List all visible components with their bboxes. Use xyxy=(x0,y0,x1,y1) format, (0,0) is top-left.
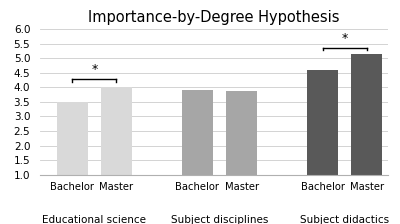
Text: Subject disciplines: Subject disciplines xyxy=(171,215,268,224)
Bar xyxy=(226,91,257,175)
Bar xyxy=(57,102,88,175)
Bar xyxy=(307,70,338,175)
Text: *: * xyxy=(342,32,348,45)
Text: *: * xyxy=(91,63,98,76)
Title: Importance-by-Degree Hypothesis: Importance-by-Degree Hypothesis xyxy=(88,10,340,25)
Bar xyxy=(182,90,213,175)
Text: Subject didactics: Subject didactics xyxy=(300,215,389,224)
Bar xyxy=(352,54,382,175)
Bar xyxy=(101,87,132,175)
Text: Educational science: Educational science xyxy=(42,215,146,224)
